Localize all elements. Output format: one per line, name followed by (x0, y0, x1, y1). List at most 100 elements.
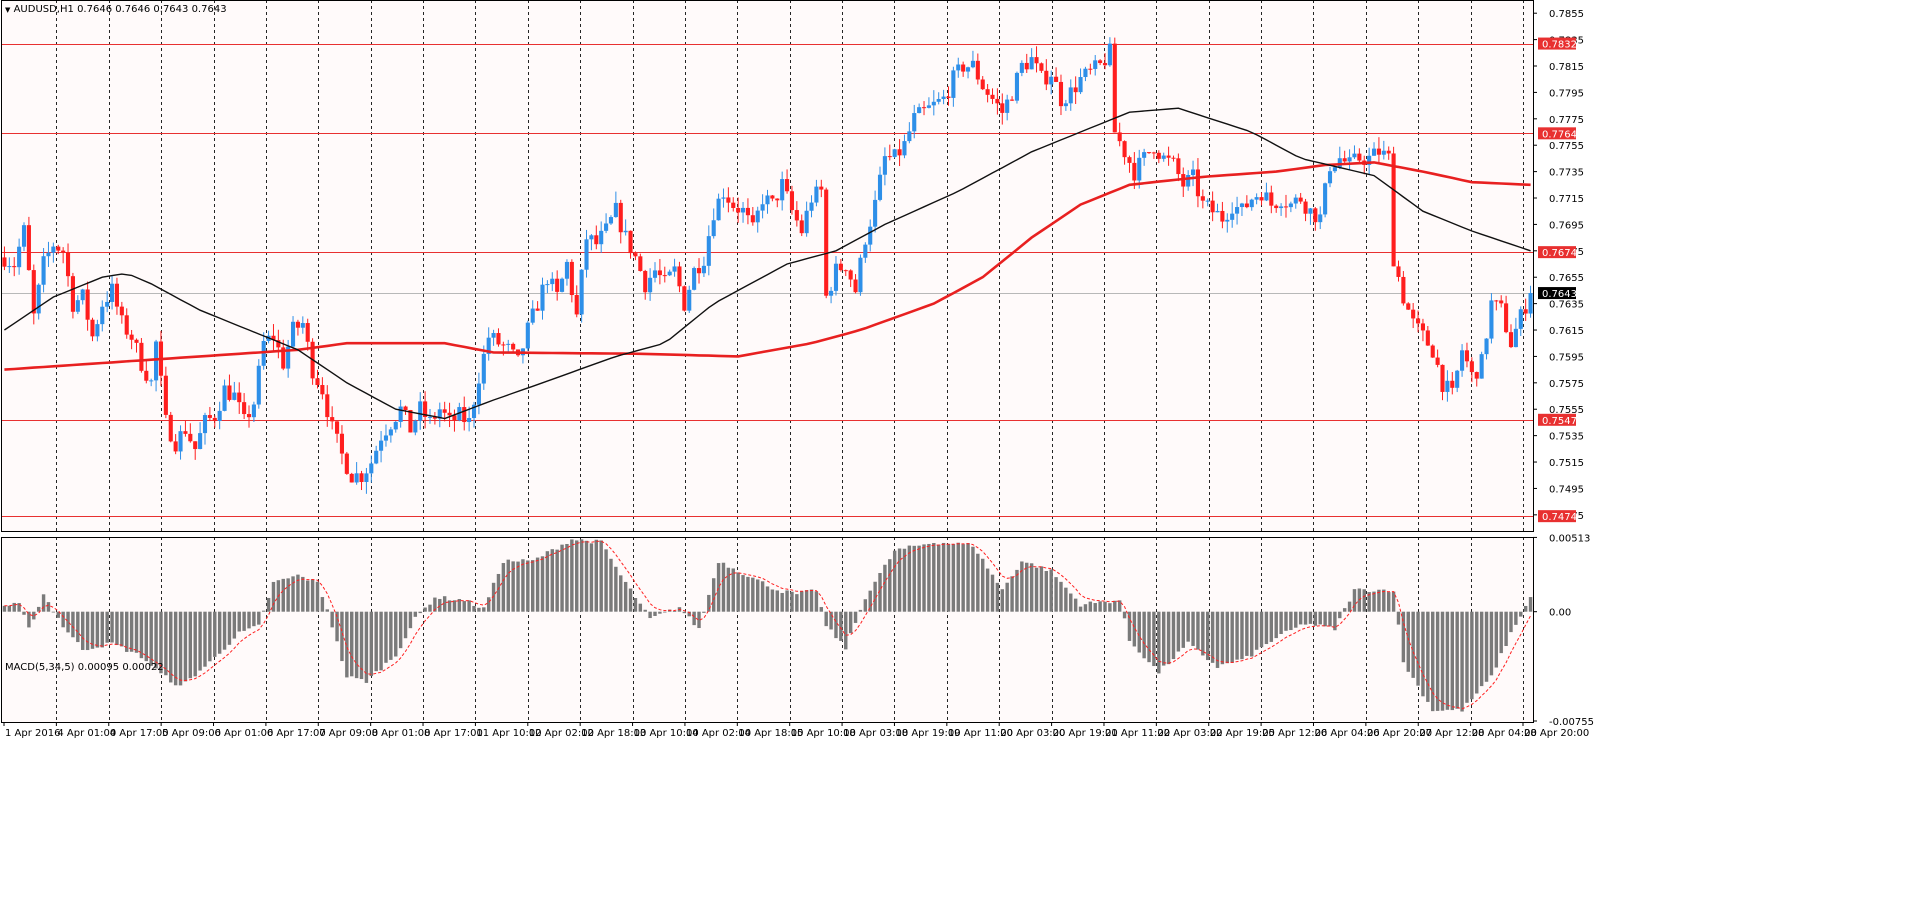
bear-candle (315, 378, 320, 386)
x-tick-label: 18 Apr 19:00 (895, 728, 960, 739)
bear-candle (31, 270, 36, 314)
macd-bar (721, 562, 726, 612)
macd-bar (257, 611, 261, 625)
macd-bar (159, 611, 163, 674)
level-label: 0.7764 (1542, 129, 1577, 140)
macd-bar (423, 607, 427, 612)
bear-candle (1494, 300, 1499, 302)
macd-bar (897, 548, 902, 612)
macd-bar (653, 611, 657, 616)
macd-bar (804, 590, 809, 612)
macd-bar (374, 611, 378, 672)
macd-bar (966, 543, 970, 612)
bull-candle (765, 195, 770, 205)
bull-candle (1327, 171, 1333, 184)
macd-bar (1078, 606, 1083, 612)
macd-bar (330, 611, 334, 628)
bull-candle (1337, 158, 1342, 168)
slow-moving-average-line (4, 161, 1531, 371)
bear-candle (1440, 364, 1445, 392)
macd-bar (623, 581, 628, 612)
macd-bar (1455, 611, 1459, 709)
bull-candle (1484, 338, 1489, 355)
level-label-box (1538, 37, 1576, 50)
bear-candle (794, 210, 799, 221)
bear-candle (1210, 200, 1215, 213)
bull-candle (476, 383, 481, 405)
macd-bar (1362, 589, 1366, 612)
macd-bar (1269, 611, 1274, 642)
bear-candle (980, 79, 985, 90)
bear-candle (1523, 309, 1528, 314)
bull-candle (506, 343, 511, 345)
macd-bar (511, 561, 515, 612)
bull-candle (217, 410, 222, 421)
macd-bar (1250, 611, 1254, 657)
bull-candle (833, 263, 839, 291)
macd-series (2, 539, 1533, 712)
bear-candle (61, 250, 66, 253)
macd-bar (217, 611, 222, 654)
macd-bar (892, 550, 897, 612)
macd-bar (848, 611, 853, 634)
macd-bar (1391, 591, 1396, 612)
macd-bar (2, 605, 7, 612)
x-tick-label: 4 Apr 01:00 (57, 728, 116, 739)
bull-candle (907, 131, 912, 142)
macd-bar (408, 611, 413, 629)
macd-bar (384, 611, 388, 663)
chevron-down-icon[interactable]: ▼ (5, 6, 11, 14)
bear-candle (188, 433, 193, 442)
bull-candle (917, 107, 922, 114)
macd-bar (12, 602, 16, 612)
macd-bar (486, 597, 491, 612)
y-tick-label: 0.7615 (1549, 326, 1584, 337)
bear-candle (574, 295, 579, 315)
bear-candle (124, 315, 129, 335)
macd-bar (770, 589, 775, 612)
bull-candle (1445, 380, 1450, 392)
bear-candle (677, 266, 682, 287)
bull-candle (1367, 155, 1372, 165)
macd-bar (594, 539, 599, 612)
bear-candle (643, 270, 648, 293)
macd-bar (403, 611, 408, 639)
macd-bar (129, 611, 134, 652)
macd-bar (433, 597, 437, 612)
macd-bar (516, 561, 520, 612)
macd-bar (252, 611, 256, 627)
bear-candle (12, 266, 17, 268)
bear-candle (90, 319, 95, 337)
bear-candle (1166, 155, 1171, 158)
bull-candle (1518, 309, 1523, 329)
macd-bar (883, 564, 887, 612)
macd-bar (1147, 611, 1151, 663)
macd-bar (1313, 611, 1318, 626)
bear-candle (853, 279, 858, 293)
level-label: 0.7832 (1542, 40, 1577, 51)
macd-bar (829, 611, 833, 630)
bull-candle (623, 230, 628, 233)
macd-bar (1386, 592, 1391, 612)
macd-bar (340, 611, 344, 662)
macd-frame (1, 537, 1534, 723)
x-tick-label: 6 Apr 17:00 (267, 728, 326, 739)
bear-candle (305, 323, 310, 342)
macd-bar (1245, 611, 1249, 656)
macd-bar (1333, 611, 1337, 631)
macd-bar (193, 611, 197, 677)
bear-candle (618, 202, 623, 233)
macd-bar (550, 549, 554, 612)
main-plot-background (2, 0, 1533, 532)
bear-candle (335, 421, 340, 434)
macd-bar (237, 611, 241, 632)
macd-bar (457, 599, 462, 612)
bear-candle (1024, 62, 1029, 70)
x-tick-label: 15 Apr 10:00 (791, 728, 856, 739)
macd-bar (981, 558, 985, 612)
macd-bar (780, 592, 784, 612)
x-tick-label: 28 Apr 20:00 (1524, 728, 1589, 739)
